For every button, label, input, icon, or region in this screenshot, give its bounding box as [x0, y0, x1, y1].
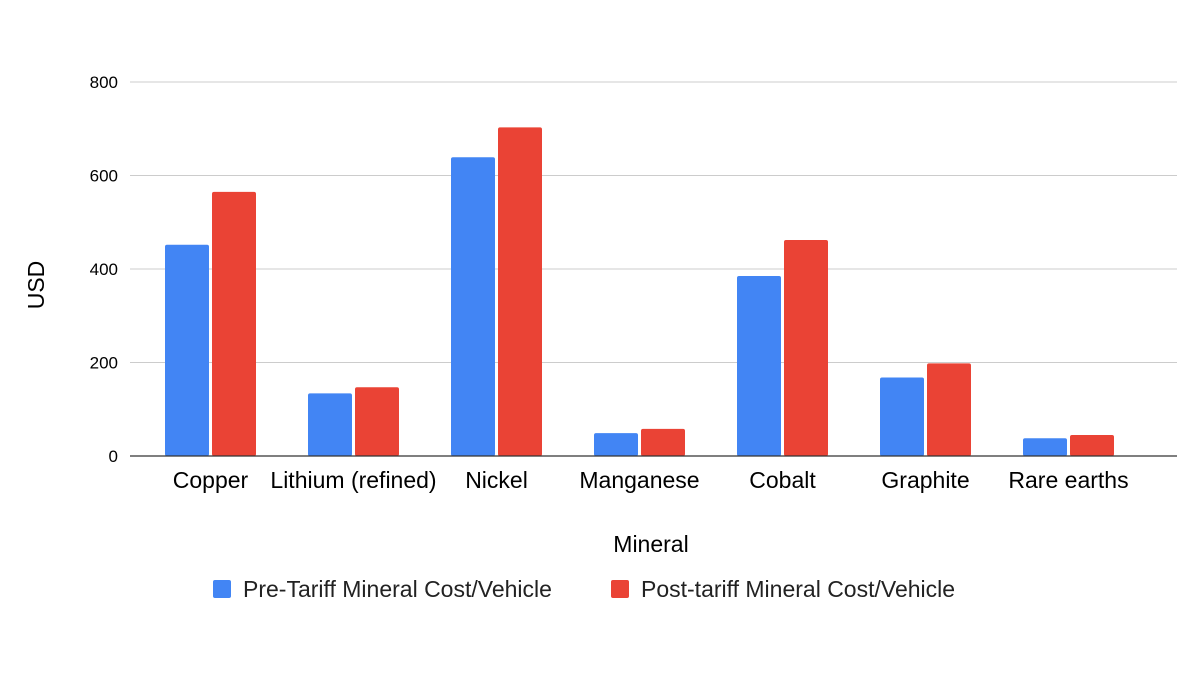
- bar-post-tariff-copper: [212, 191, 256, 457]
- x-axis-title: Mineral: [613, 531, 688, 557]
- x-tick-label: Lithium (refined): [270, 467, 436, 493]
- bar-post-tariff-manganese: [641, 428, 685, 456]
- y-tick-label: 200: [90, 354, 118, 373]
- y-tick-label: 0: [109, 447, 118, 466]
- y-axis-ticks: 0 200 400 600 800: [90, 73, 118, 466]
- bar-post-tariff-nickel: [498, 127, 542, 456]
- x-tick-label: Manganese: [579, 467, 699, 493]
- legend-label: Post-tariff Mineral Cost/Vehicle: [641, 576, 955, 602]
- x-tick-label: Cobalt: [749, 467, 816, 493]
- bar-post-tariff-lithium-refined: [355, 387, 399, 456]
- legend-swatch: [611, 580, 629, 598]
- gridlines: [130, 81, 1177, 363]
- bar-post-tariff-graphite: [927, 363, 971, 456]
- bar-post-tariff-rare-earths: [1070, 434, 1114, 456]
- bar-pre-tariff-copper: [165, 244, 209, 456]
- bar-pre-tariff-lithium-refined: [308, 393, 352, 456]
- legend: Pre-Tariff Mineral Cost/Vehicle Post-tari…: [213, 576, 955, 602]
- x-tick-label: Graphite: [881, 467, 969, 493]
- bar-pre-tariff-rare-earths: [1023, 438, 1067, 456]
- bar-pre-tariff-nickel: [451, 157, 495, 456]
- x-tick-label: Copper: [173, 467, 249, 493]
- legend-item[interactable]: Post-tariff Mineral Cost/Vehicle: [611, 576, 955, 602]
- legend-label: Pre-Tariff Mineral Cost/Vehicle: [243, 576, 552, 602]
- legend-swatch: [213, 580, 231, 598]
- bars: [165, 127, 1114, 457]
- legend-item[interactable]: Pre-Tariff Mineral Cost/Vehicle: [213, 576, 552, 602]
- y-tick-label: 400: [90, 260, 118, 279]
- y-tick-label: 800: [90, 73, 118, 92]
- bar-pre-tariff-manganese: [594, 433, 638, 456]
- x-tick-label: Rare earths: [1008, 467, 1128, 493]
- x-axis-ticks: Copper Lithium (refined) Nickel Manganese Co…: [173, 467, 1129, 493]
- bar-pre-tariff-graphite: [880, 377, 924, 456]
- bar-pre-tariff-cobalt: [737, 276, 781, 456]
- y-tick-label: 600: [90, 167, 118, 186]
- x-tick-label: Nickel: [465, 467, 528, 493]
- y-axis-title: USD: [23, 261, 49, 310]
- bar-post-tariff-cobalt: [784, 240, 828, 456]
